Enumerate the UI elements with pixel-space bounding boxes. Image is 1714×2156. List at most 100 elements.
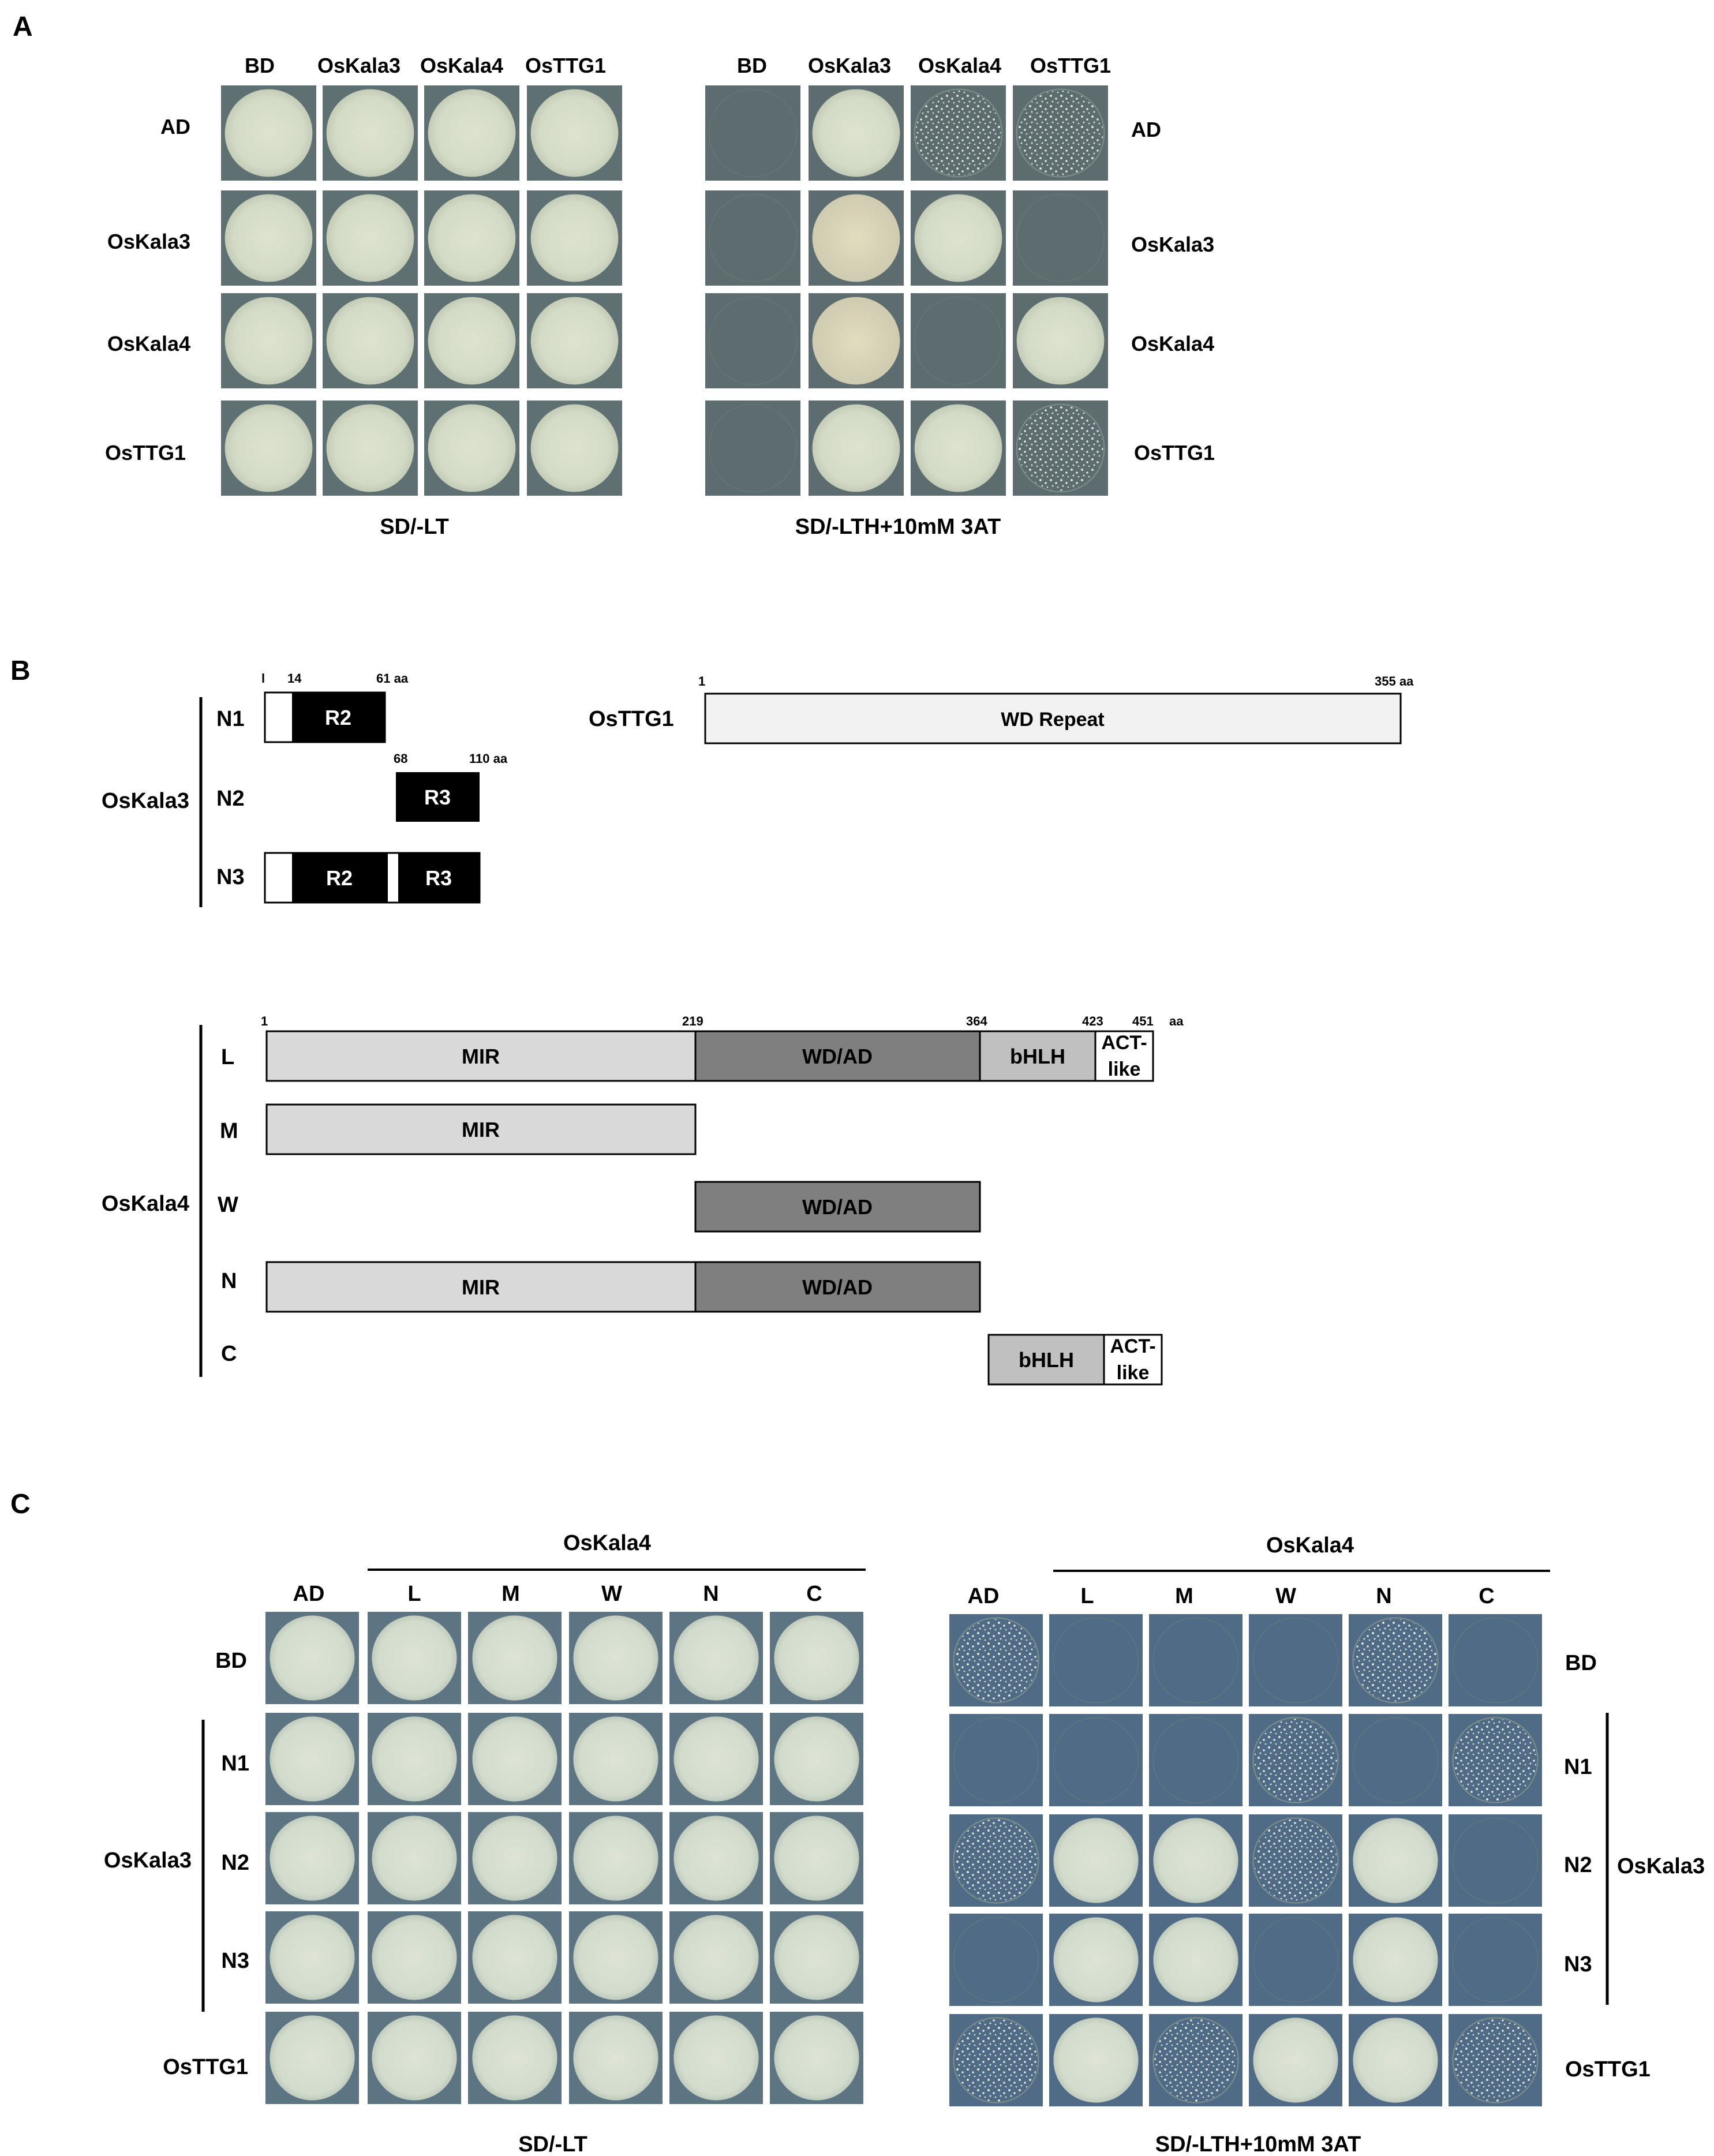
colony	[774, 1915, 859, 2000]
col-label-m: M	[1175, 1584, 1193, 1608]
plate-spot	[527, 293, 622, 388]
oskala4-label: OsKala4	[102, 1192, 189, 1216]
plate-spot	[1249, 1614, 1342, 1706]
empty-spot	[708, 193, 798, 283]
row-w-label: W	[218, 1193, 238, 1217]
colony	[812, 404, 900, 492]
col-label-w: W	[601, 1582, 622, 1606]
n3-r2-domain	[292, 853, 388, 903]
col-label-bd: BD	[737, 54, 767, 77]
colony	[914, 194, 1002, 282]
colony	[270, 1615, 355, 1701]
plate-spot	[809, 85, 904, 181]
panel-c-left-row-labels: BD OsKala3 N1 N2 N3 OsTTG1	[104, 1649, 249, 2079]
pos-423: 423	[1082, 1014, 1103, 1028]
row-l-label: L	[221, 1045, 234, 1069]
col-label-oskala3: OsKala3	[317, 54, 401, 77]
colony-speckles	[1354, 1619, 1437, 1702]
plate-spot	[1449, 1914, 1542, 2006]
colony	[372, 1915, 457, 2000]
osttg1-pos-start: 1	[698, 674, 705, 688]
colony-speckles	[1254, 1819, 1337, 1902]
colony	[270, 1915, 355, 2000]
col-label-m: M	[502, 1582, 520, 1606]
panel-a-caption-sd-lt: SD/-LT	[380, 515, 449, 539]
plate-spot	[949, 2014, 1043, 2106]
plate-spot	[569, 1612, 663, 1704]
row-label-osttg1: OsTTG1	[1134, 441, 1215, 465]
n2-pos-start: 68	[394, 751, 407, 766]
panel-a-right-row-labels: AD OsKala3 OsKala4 OsTTG1	[1131, 118, 1215, 465]
row-label-bd: BD	[215, 1649, 247, 1673]
c-bhlh-domain	[987, 1334, 1105, 1386]
colony	[673, 1615, 759, 1701]
plate-spot	[424, 293, 519, 388]
plate-spot	[569, 1911, 663, 2004]
n1-r2-label: R2	[325, 706, 351, 729]
empty-spot	[953, 1717, 1039, 1803]
colony	[428, 297, 516, 385]
plate-background	[911, 293, 1006, 388]
colony	[673, 1915, 759, 2000]
colony	[914, 404, 1002, 492]
w-wd-domain	[694, 1181, 981, 1233]
plate-spot	[1149, 1814, 1243, 1907]
empty-spot	[1252, 1917, 1339, 2003]
panel-c-left-col-labels: AD L M W N C	[293, 1582, 822, 1606]
plate-spot	[911, 190, 1006, 286]
colony	[1053, 2017, 1139, 2103]
plate-spot	[1449, 1614, 1542, 1706]
plate-spot	[949, 1814, 1043, 1907]
plate-background	[1013, 190, 1108, 286]
pos-1: 1	[261, 1014, 268, 1028]
colony-speckles	[1017, 405, 1103, 491]
plate-spot	[1149, 1614, 1243, 1706]
colony	[812, 297, 900, 385]
plate-background	[949, 1914, 1043, 2006]
plate-spot	[323, 400, 418, 496]
col-label-ad: AD	[293, 1582, 325, 1606]
plate-spot	[1049, 1714, 1143, 1806]
colony	[326, 194, 414, 282]
colony	[1153, 1818, 1238, 1903]
plate-spot	[323, 85, 418, 181]
plate-spot	[527, 85, 622, 181]
l-act-label-2: like	[1108, 1058, 1141, 1080]
colony	[428, 404, 516, 492]
row-c-label: C	[221, 1342, 237, 1366]
col-label-ad: AD	[968, 1584, 1000, 1608]
empty-spot	[708, 403, 798, 493]
colony	[472, 1816, 557, 1901]
colony	[472, 1615, 557, 1701]
colony	[1053, 1818, 1139, 1903]
col-label-osttg1: OsTTG1	[1030, 54, 1111, 77]
plate-spot	[669, 1812, 763, 1904]
plate-spot	[368, 2012, 461, 2104]
colony	[326, 89, 414, 177]
plate-spot	[809, 190, 904, 286]
col-label-oskala4: OsKala4	[918, 54, 1001, 77]
empty-spot	[1016, 193, 1105, 283]
colony	[673, 1816, 759, 1901]
row-label-ad: AD	[160, 115, 190, 139]
plate-spot	[669, 1612, 763, 1704]
n1-pos-start: l	[261, 671, 265, 686]
l-act-domain	[1094, 1030, 1154, 1082]
row-label-n3: N3	[1564, 1952, 1592, 1977]
plate-spot	[770, 1713, 863, 1805]
plate-spot	[265, 1713, 359, 1805]
colony	[1016, 297, 1105, 385]
plate-spot	[265, 2012, 359, 2104]
plate-spot	[949, 1914, 1043, 2006]
panel-a-left-col-labels: BD OsKala3 OsKala4 OsTTG1	[245, 54, 606, 77]
plate-background	[705, 293, 800, 388]
plate-spot	[424, 85, 519, 181]
plate-spot	[949, 1714, 1043, 1806]
row-n-label: N	[221, 1269, 237, 1293]
col-label-oskala3: OsKala3	[808, 54, 891, 77]
plate-background	[1349, 1714, 1442, 1806]
panel-c-letter: C	[10, 1489, 31, 1519]
colony	[326, 404, 414, 492]
colony	[1253, 2017, 1338, 2103]
